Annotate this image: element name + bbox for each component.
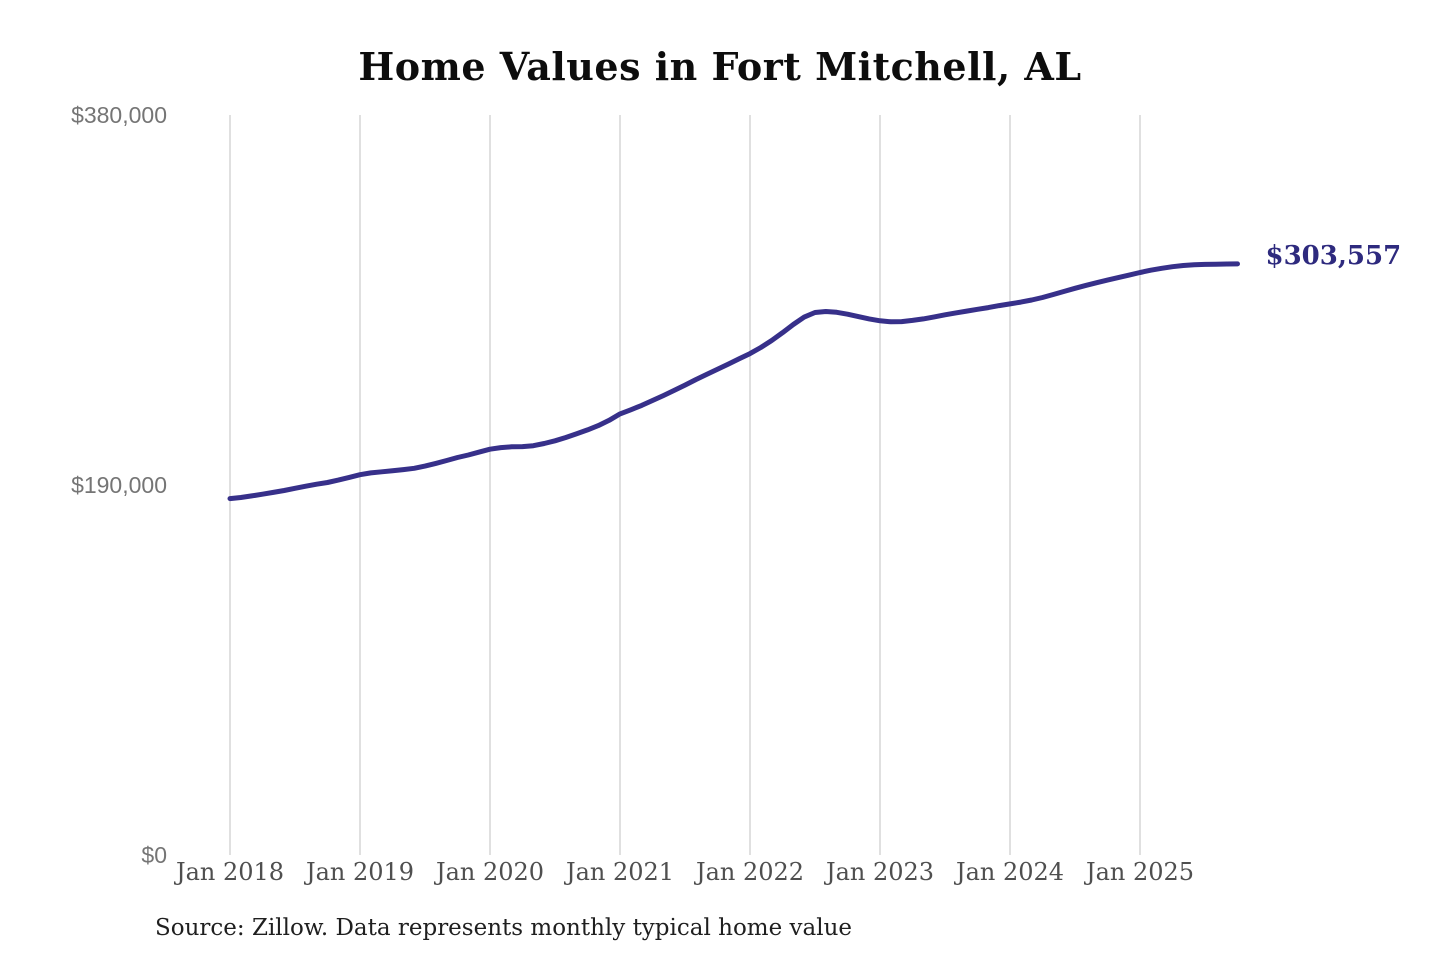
source-note: Source: Zillow. Data represents monthly … [155, 915, 853, 941]
x-tick-label: Jan 2022 [695, 858, 805, 886]
x-tick-label: Jan 2021 [565, 858, 675, 886]
x-tick-label: Jan 2018 [175, 858, 285, 886]
latest-value-annotation: $303,557 [1265, 240, 1402, 271]
y-tick-label: $190,000 [71, 472, 167, 498]
x-tick-label: Jan 2025 [1085, 858, 1195, 886]
x-tick-label: Jan 2019 [305, 858, 415, 886]
chart-title: Home Values in Fort Mitchell, AL [358, 44, 1082, 89]
y-tick-label: $0 [141, 842, 167, 868]
y-tick-label: $380,000 [71, 102, 167, 128]
x-tick-label: Jan 2024 [955, 858, 1065, 886]
x-tick-label: Jan 2020 [435, 858, 545, 886]
home-value-series-line [227, 261, 1240, 502]
x-tick-label: Jan 2023 [825, 858, 935, 886]
